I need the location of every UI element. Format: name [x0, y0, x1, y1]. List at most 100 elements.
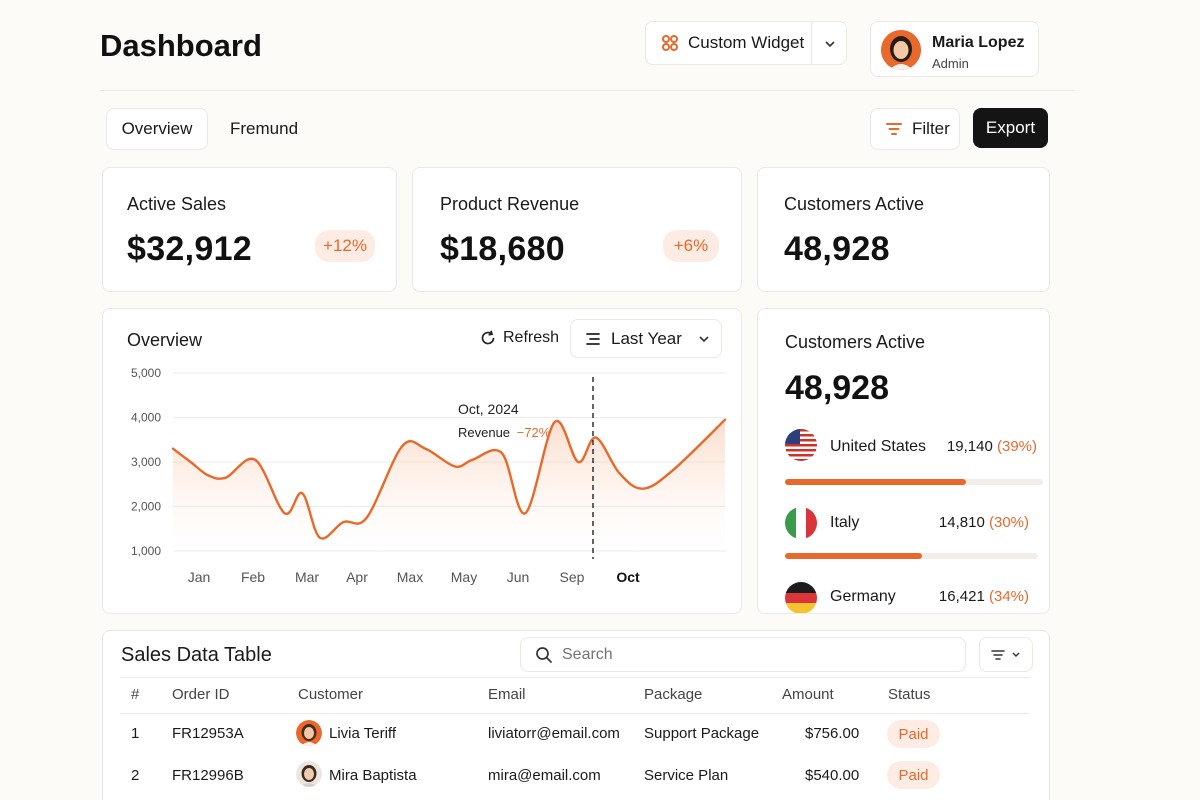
search-input[interactable] — [562, 645, 942, 664]
column-header: Order ID — [172, 686, 230, 703]
search-icon — [536, 646, 552, 663]
column-header: Amount — [782, 686, 834, 703]
kpi-card-product-revenue: Product Revenue $18,680 +6% — [412, 167, 742, 292]
country-name: Germany — [830, 588, 896, 605]
y-tick-label: 1,000 — [131, 544, 161, 558]
range-select[interactable]: Last Year — [570, 319, 722, 358]
widget-divider — [811, 22, 812, 64]
tab-overview[interactable]: Overview — [106, 108, 208, 150]
kpi-card-active-sales: Active Sales $32,912 +12% — [102, 167, 397, 292]
x-tick-label: Mar — [295, 569, 319, 585]
country-progress-track — [785, 479, 1043, 485]
kpi-value: 48,928 — [784, 230, 890, 268]
avatar — [296, 761, 322, 787]
status-badge: Paid — [887, 761, 940, 789]
chevron-down-icon — [1012, 652, 1020, 657]
user-role: Admin — [932, 56, 969, 71]
x-tick-label: Max — [397, 569, 423, 585]
country-row-us: United States 19,140 (39%) — [758, 429, 1049, 489]
kpi-value: $32,912 — [127, 230, 253, 268]
chevron-down-icon — [825, 41, 835, 48]
country-count: 16,421 — [938, 588, 985, 605]
tooltip-date: Oct, 2024 — [458, 401, 519, 417]
overview-chart: 5,000 4,000 3,000 2,000 1,000 Jan Feb Mar Apr Ma… — [131, 366, 727, 585]
user-name: Maria Lopez — [932, 34, 1025, 51]
customer-email: liviatorr@email.com — [488, 725, 620, 742]
country-pct: (39%) — [996, 438, 1037, 455]
range-label: Last Year — [611, 328, 682, 348]
x-tick-label: Oct — [616, 569, 640, 585]
overview-card: Overview Refresh Last Year 5,000 4,000 3,0… — [102, 308, 742, 614]
country-name: Italy — [830, 514, 860, 531]
customers-title: Customers Active — [785, 332, 926, 352]
export-label: Export — [985, 118, 1036, 137]
tooltip-metric: Revenue −72% — [458, 425, 550, 440]
package-link[interactable]: Support Package — [644, 725, 760, 742]
customers-card: Customers Active 48,928 United States 19… — [757, 308, 1050, 614]
country-stat: 14,810 (30%) — [939, 514, 1029, 531]
country-stat: 19,140 (39%) — [947, 438, 1037, 455]
column-header: Status — [888, 686, 931, 703]
kpi-change-badge: +6% — [663, 230, 719, 262]
refresh-icon — [481, 330, 495, 345]
custom-widget-button[interactable]: Custom Widget — [645, 21, 847, 65]
customer-name: Livia Teriff — [329, 725, 396, 742]
tab-overview-label: Overview — [121, 119, 193, 138]
tooltip-value: −72% — [516, 425, 551, 440]
package-link[interactable]: Service Plan — [644, 767, 729, 784]
chart-tooltip: Oct, 2024 Revenue −72% — [458, 401, 550, 440]
column-header: Email — [488, 686, 526, 703]
country-pct: (30%) — [988, 514, 1029, 531]
avatar — [881, 30, 921, 70]
status-badge: Paid — [887, 720, 940, 748]
country-count: 19,140 — [946, 438, 993, 455]
sales-table-title: Sales Data Table — [121, 644, 272, 666]
avatar — [296, 720, 322, 746]
tab-fremund-label: Fremund — [230, 119, 299, 138]
amount: $540.00 — [805, 767, 860, 784]
overview-title: Overview — [127, 330, 203, 350]
y-tick-label: 5,000 — [131, 366, 161, 380]
row-number: 2 — [131, 767, 140, 784]
row-number: 1 — [131, 725, 140, 742]
germany-flag-icon — [785, 582, 817, 613]
tab-fremund[interactable]: Fremund — [230, 119, 298, 139]
refresh-button[interactable]: Refresh — [479, 329, 559, 347]
list-icon — [586, 332, 600, 345]
x-tick-label: Jan — [188, 569, 211, 585]
user-menu[interactable]: Maria Lopez Admin — [870, 21, 1039, 77]
export-button[interactable]: Export — [973, 108, 1048, 148]
amount: $756.00 — [805, 725, 860, 742]
header-divider — [100, 90, 1075, 91]
kpi-value: $18,680 — [440, 230, 566, 268]
sort-icon — [991, 649, 1005, 660]
country-row-italy: Italy 14,810 (30%) — [758, 507, 1049, 567]
tooltip-label: Revenue — [458, 425, 511, 440]
country-progress-track — [785, 553, 1038, 559]
y-tick-label: 3,000 — [131, 455, 161, 469]
chart-series-line — [171, 418, 727, 540]
x-tick-label: Sep — [560, 569, 585, 585]
filter-button[interactable]: Filter — [870, 108, 960, 150]
filter-icon — [886, 123, 902, 135]
y-tick-label: 2,000 — [131, 500, 161, 514]
table-search-box[interactable] — [520, 637, 966, 672]
x-tick-label: Jun — [507, 569, 530, 585]
country-count: 14,810 — [938, 514, 985, 531]
kpi-title: Active Sales — [127, 194, 227, 214]
x-tick-label: Feb — [241, 569, 265, 585]
kpi-title: Product Revenue — [440, 194, 580, 214]
customers-value: 48,928 — [785, 369, 889, 407]
page-title: Dashboard — [100, 28, 262, 63]
refresh-label: Refresh — [503, 329, 560, 346]
country-row-germany: Germany 16,421 (34%) — [758, 582, 1049, 613]
custom-widget-label: Custom Widget — [688, 33, 805, 52]
table-header-divider — [120, 677, 1030, 678]
country-name: United States — [830, 438, 927, 455]
chevron-down-icon — [699, 336, 709, 343]
column-header: # — [131, 686, 140, 703]
column-header: Package — [644, 686, 703, 703]
kpi-title: Customers Active — [784, 194, 925, 214]
table-sort-button[interactable] — [979, 637, 1033, 672]
order-id: FR12996B — [172, 767, 244, 784]
